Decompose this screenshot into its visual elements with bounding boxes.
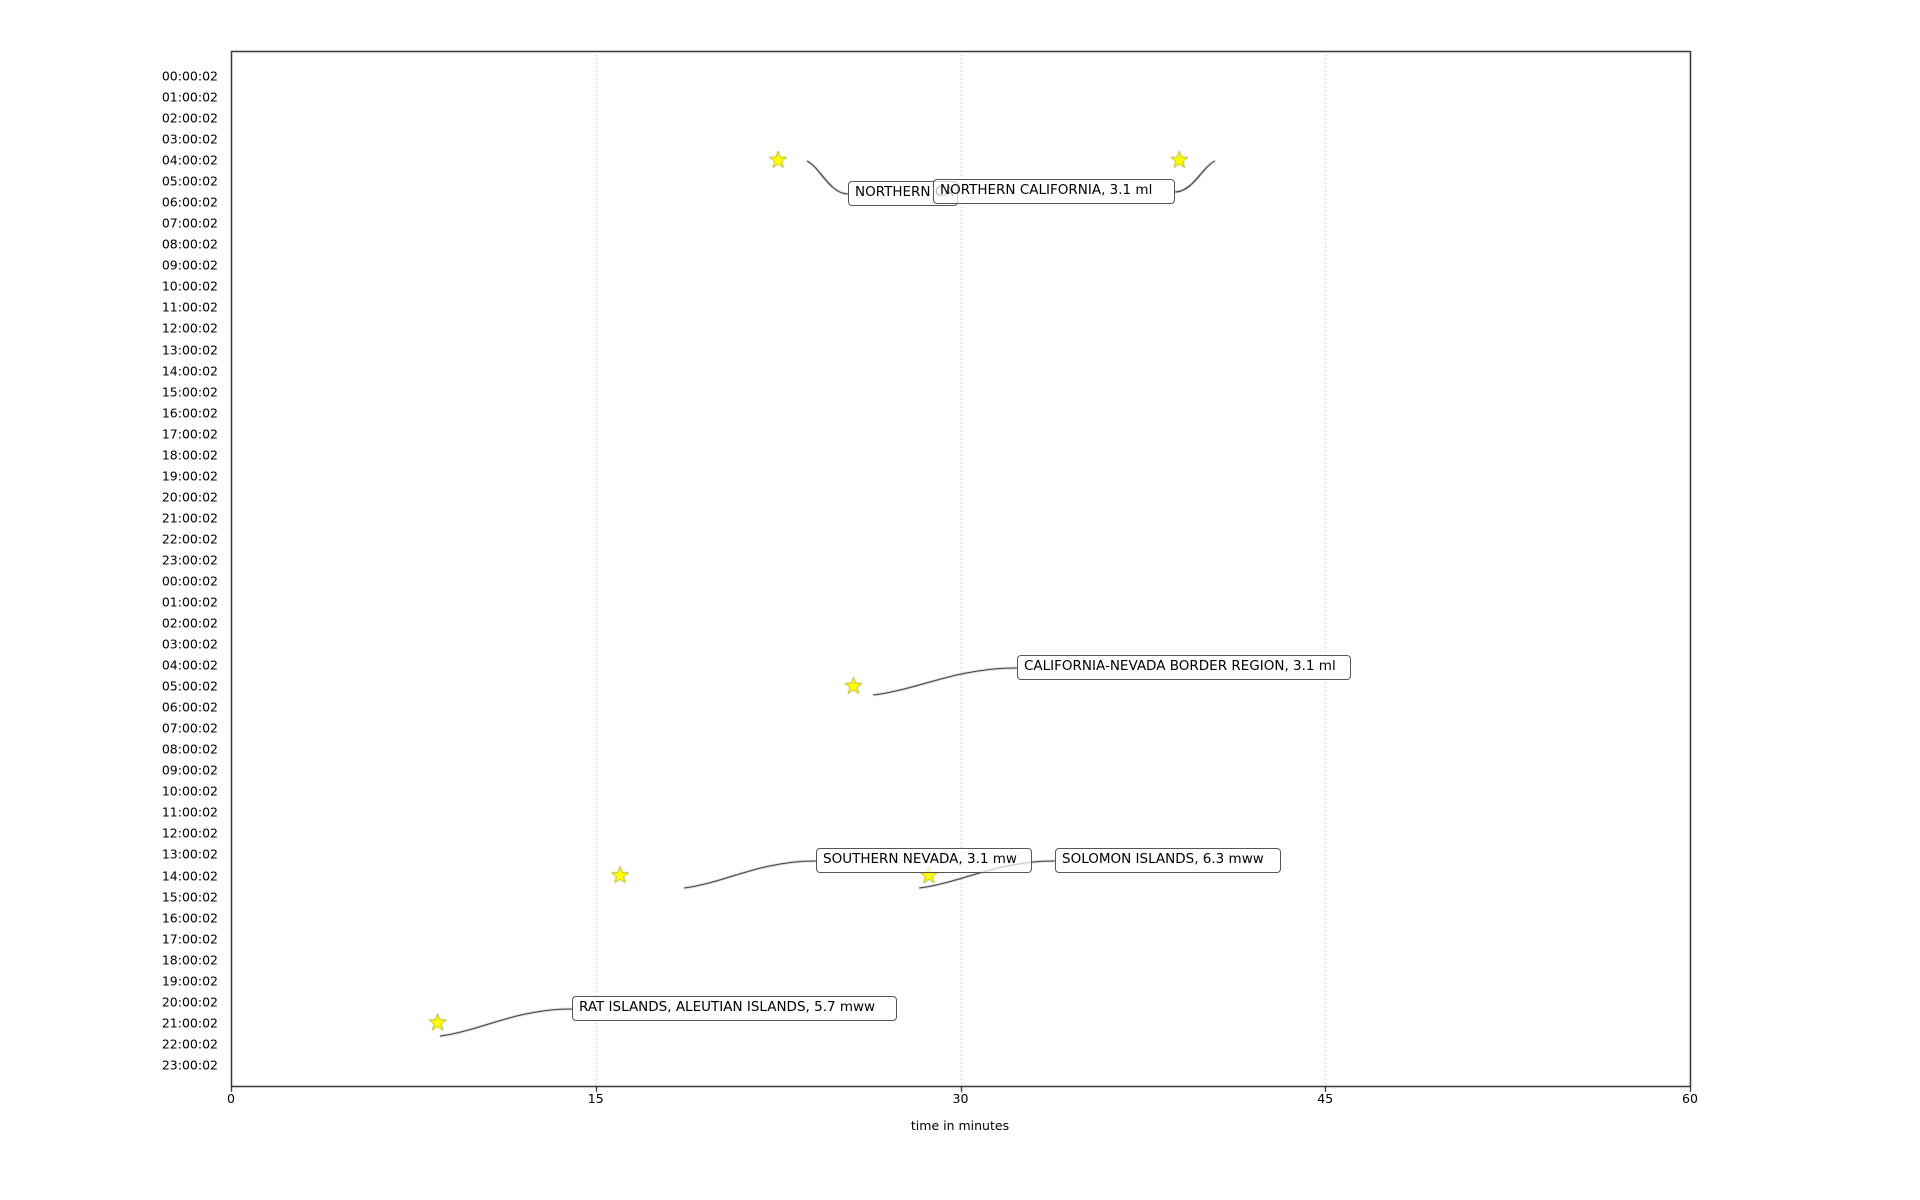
- x-tick-label: 15: [587, 1091, 604, 1106]
- y-tick-label: 19:00:02: [161, 973, 218, 989]
- y-tick-label: 07:00:02: [161, 215, 218, 231]
- y-tick-label: 22:00:02: [161, 531, 218, 547]
- x-axis-label: time in minutes: [910, 1118, 1010, 1133]
- y-axis-tick-labels: 00:00:02 01:00:02 02:00:02 03:00:02 04:00:02…: [0, 0, 218, 1200]
- y-tick-label: 03:00:02: [161, 131, 218, 147]
- y-tick-label: 18:00:02: [161, 952, 218, 968]
- y-tick-label: 04:00:02: [161, 152, 218, 168]
- y-tick-label: 23:00:02: [161, 1057, 218, 1073]
- y-tick-label: 20:00:02: [161, 994, 218, 1010]
- y-tick-label: 17:00:02: [161, 931, 218, 947]
- y-tick-label: 02:00:02: [161, 110, 218, 126]
- y-tick-label: 07:00:02: [161, 720, 218, 736]
- y-tick-label: 15:00:02: [161, 889, 218, 905]
- y-tick-label: 13:00:02: [161, 846, 218, 862]
- y-tick-label: 00:00:02: [161, 573, 218, 589]
- y-tick-label: 18:00:02: [161, 447, 218, 463]
- y-tick-label: 09:00:02: [161, 762, 218, 778]
- y-tick-label: 08:00:02: [161, 741, 218, 757]
- x-tick-label: 0: [227, 1091, 235, 1106]
- y-tick-label: 09:00:02: [161, 257, 218, 273]
- y-tick-label: 21:00:02: [161, 1015, 218, 1031]
- y-tick-label: 02:00:02: [161, 615, 218, 631]
- y-tick-label: 23:00:02: [161, 552, 218, 568]
- y-tick-label: 04:00:02: [161, 657, 218, 673]
- x-tick-label: 30: [952, 1091, 969, 1106]
- x-tick-label: 60: [1682, 1091, 1698, 1106]
- y-tick-label: 12:00:02: [161, 825, 218, 841]
- x-tick-label: 45: [1317, 1091, 1334, 1106]
- y-tick-label: 14:00:02: [161, 868, 218, 884]
- y-tick-label: 05:00:02: [161, 173, 218, 189]
- event-annotation-label: NORTHERN CALIFORNIA, 3.1 ml: [933, 179, 1175, 204]
- y-tick-label: 19:00:02: [161, 468, 218, 484]
- y-tick-label: 10:00:02: [161, 278, 218, 294]
- y-tick-label: 01:00:02: [161, 89, 218, 105]
- y-tick-label: 11:00:02: [161, 804, 218, 820]
- y-tick-label: 20:00:02: [161, 489, 218, 505]
- event-annotation-label: SOUTHERN NEVADA, 3.1 mw: [816, 848, 1032, 873]
- event-annotation-label: RAT ISLANDS, ALEUTIAN ISLANDS, 5.7 mww: [572, 996, 897, 1021]
- y-tick-label: 00:00:02: [161, 68, 218, 84]
- y-tick-label: 22:00:02: [161, 1036, 218, 1052]
- y-tick-label: 17:00:02: [161, 426, 218, 442]
- y-tick-label: 16:00:02: [161, 910, 218, 926]
- y-tick-label: 05:00:02: [161, 678, 218, 694]
- y-tick-label: 06:00:02: [161, 194, 218, 210]
- event-annotation-label: SOLOMON ISLANDS, 6.3 mww: [1055, 848, 1281, 873]
- y-tick-label: 12:00:02: [161, 320, 218, 336]
- y-tick-label: 14:00:02: [161, 363, 218, 379]
- y-tick-label: 03:00:02: [161, 636, 218, 652]
- y-tick-label: 01:00:02: [161, 594, 218, 610]
- y-tick-label: 13:00:02: [161, 342, 218, 358]
- y-tick-label: 06:00:02: [161, 699, 218, 715]
- y-tick-label: 15:00:02: [161, 384, 218, 400]
- y-tick-label: 21:00:02: [161, 510, 218, 526]
- y-tick-label: 11:00:02: [161, 299, 218, 315]
- y-tick-label: 10:00:02: [161, 783, 218, 799]
- y-tick-label: 16:00:02: [161, 405, 218, 421]
- event-annotation-label: CALIFORNIA-NEVADA BORDER REGION, 3.1 ml: [1017, 655, 1351, 680]
- y-tick-label: 08:00:02: [161, 236, 218, 252]
